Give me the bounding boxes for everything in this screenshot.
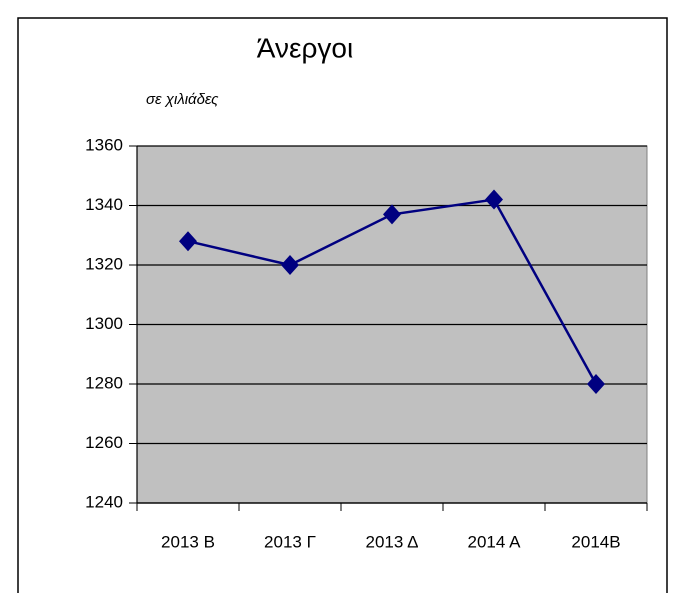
chart-title: Άνεργοι bbox=[257, 32, 353, 63]
marker bbox=[485, 189, 503, 210]
chart-subtitle: σε χιλιάδες bbox=[146, 91, 219, 108]
y-tick-label: 1260 bbox=[85, 433, 123, 452]
y-tick-label: 1320 bbox=[85, 254, 123, 273]
y-tick-label: 1240 bbox=[85, 492, 123, 511]
y-tick-label: 1300 bbox=[85, 314, 123, 333]
x-tick-label: 2014Β bbox=[571, 532, 620, 551]
y-tick-label: 1340 bbox=[85, 195, 123, 214]
x-tick-label: 2013 Γ bbox=[264, 532, 316, 551]
marker bbox=[587, 374, 605, 394]
x-tick-label: 2014 Α bbox=[468, 532, 522, 551]
marker bbox=[281, 255, 299, 275]
x-tick-label: 2013 Δ bbox=[366, 532, 419, 551]
x-tick-label: 2013 Β bbox=[161, 532, 215, 551]
y-tick-label: 1360 bbox=[85, 135, 123, 154]
marker bbox=[179, 231, 197, 252]
y-tick-label: 1280 bbox=[85, 373, 123, 392]
chart-border bbox=[17, 17, 668, 593]
marker bbox=[383, 204, 401, 225]
